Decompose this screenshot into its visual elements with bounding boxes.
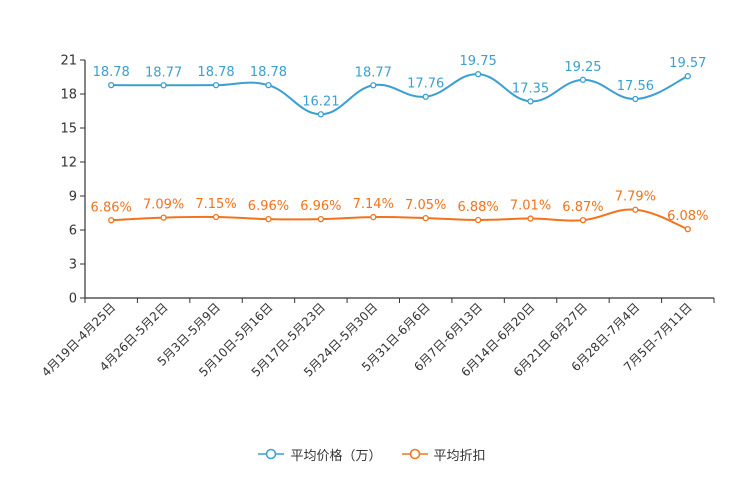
y-tick-label: 15	[60, 122, 77, 137]
data-label-price: 17.35	[512, 81, 549, 96]
y-tick-label: 18	[60, 88, 77, 103]
data-point-discount	[579, 216, 587, 224]
data-label-price: 19.75	[460, 54, 497, 69]
y-tick-label: 6	[69, 224, 77, 239]
legend-marker-price-icon	[258, 448, 285, 460]
data-point-price	[527, 98, 534, 105]
y-tick-label: 9	[69, 190, 77, 205]
legend-item-price[interactable]: 平均价格（万）	[258, 445, 382, 464]
data-label-price: 16.21	[302, 94, 339, 109]
data-label-price: 18.78	[93, 65, 130, 80]
data-label-price: 18.78	[197, 65, 234, 80]
line-chart: 0369121518214月19日-4月25日4月26日-5月2日5月3日-5月…	[39, 54, 715, 380]
y-tick-label: 21	[60, 54, 77, 69]
data-label-price: 18.77	[145, 65, 182, 80]
data-point-price	[579, 76, 587, 83]
data-point-discount	[474, 216, 482, 224]
data-label-discount: 7.79%	[615, 190, 656, 205]
y-tick-label: 3	[69, 258, 77, 273]
data-label-discount: 7.01%	[510, 199, 551, 214]
data-label-discount: 6.96%	[300, 199, 341, 214]
data-label-price: 18.78	[250, 65, 287, 80]
data-label-price: 17.56	[617, 79, 654, 94]
data-label-discount: 6.88%	[457, 200, 498, 215]
data-label-discount: 6.86%	[91, 200, 132, 215]
data-point-price	[160, 82, 167, 89]
data-label-discount: 7.05%	[405, 198, 446, 213]
y-tick-label: 12	[60, 156, 77, 171]
data-label-discount: 6.96%	[248, 199, 289, 214]
data-label-price: 17.76	[407, 77, 444, 92]
data-point-price	[684, 73, 691, 80]
data-point-discount	[632, 206, 639, 213]
data-label-discount: 6.87%	[562, 200, 603, 215]
data-point-price	[370, 82, 377, 89]
data-point-discount	[265, 215, 272, 223]
data-label-discount: 7.14%	[353, 197, 394, 212]
data-label-price: 18.77	[355, 65, 392, 80]
data-label-price: 19.57	[669, 56, 706, 71]
data-point-discount	[684, 225, 691, 233]
data-point-discount	[108, 217, 115, 224]
data-point-price	[422, 93, 429, 100]
y-tick-label: 0	[69, 292, 77, 307]
data-label-discount: 7.09%	[143, 198, 184, 213]
data-point-discount	[160, 214, 167, 221]
data-point-discount	[317, 215, 325, 223]
data-label-discount: 7.15%	[195, 197, 236, 212]
data-point-price	[265, 82, 272, 89]
data-point-price	[108, 82, 115, 89]
data-point-discount	[527, 215, 534, 222]
legend-label-discount: 平均折扣	[433, 448, 486, 464]
data-point-price	[632, 95, 639, 103]
legend-label-price: 平均价格（万）	[290, 448, 382, 464]
data-point-discount	[370, 213, 377, 221]
legend-item-discount[interactable]: 平均折扣	[401, 445, 486, 464]
legend-marker-discount-icon	[401, 448, 428, 460]
data-point-price	[317, 111, 325, 118]
data-point-discount	[212, 213, 220, 221]
data-point-discount	[422, 214, 429, 222]
series-line-discount	[111, 208, 689, 231]
legend: 平均价格（万） 平均折扣	[0, 444, 744, 464]
data-label-discount: 6.08%	[667, 209, 708, 224]
data-point-price	[474, 71, 482, 78]
data-point-price	[212, 82, 220, 89]
data-label-price: 19.25	[564, 60, 601, 75]
